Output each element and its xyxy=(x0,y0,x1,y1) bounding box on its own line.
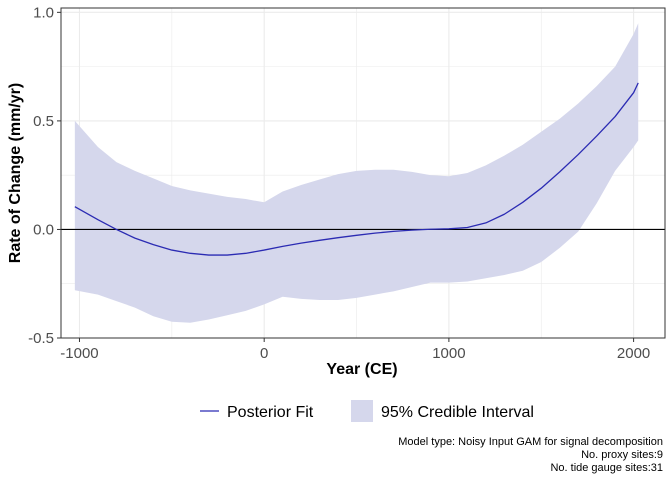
x-axis-title: Year (CE) xyxy=(326,361,397,378)
legend: Posterior Fit 95% Credible Interval xyxy=(200,400,534,422)
caption-line-2: No. proxy sites:9 xyxy=(581,449,663,461)
x-tick-label: 1000 xyxy=(432,345,465,362)
y-tick-label: 0.0 xyxy=(33,221,54,238)
x-tick-label: 0 xyxy=(260,345,268,362)
legend-fit-label: Posterior Fit xyxy=(227,404,314,421)
legend-band-label: 95% Credible Interval xyxy=(381,404,534,421)
posterior-fit-line xyxy=(74,82,639,256)
y-tick-label: 0.5 xyxy=(33,113,54,130)
posterior-fit-path xyxy=(74,82,639,256)
y-tick-label: 1.0 xyxy=(33,4,54,21)
y-tick-label: -0.5 xyxy=(28,330,54,347)
legend-band-key xyxy=(351,400,373,422)
credible-interval-area xyxy=(74,23,639,323)
y-axis-title: Rate of Change (mm/yr) xyxy=(7,83,24,263)
plot-panel-border xyxy=(60,7,666,339)
caption-line-1: Model type: Noisy Input GAM for signal d… xyxy=(398,436,663,448)
x-tick-label: -1000 xyxy=(60,345,98,362)
credible-interval-band xyxy=(74,23,639,323)
axes: -1000 0 1000 2000 -0.5 0.0 0.5 1.0 xyxy=(28,4,650,362)
x-tick-label: 2000 xyxy=(617,345,650,362)
caption-line-3: No. tide gauge sites:31 xyxy=(550,462,663,474)
caption: Model type: Noisy Input GAM for signal d… xyxy=(398,436,663,474)
